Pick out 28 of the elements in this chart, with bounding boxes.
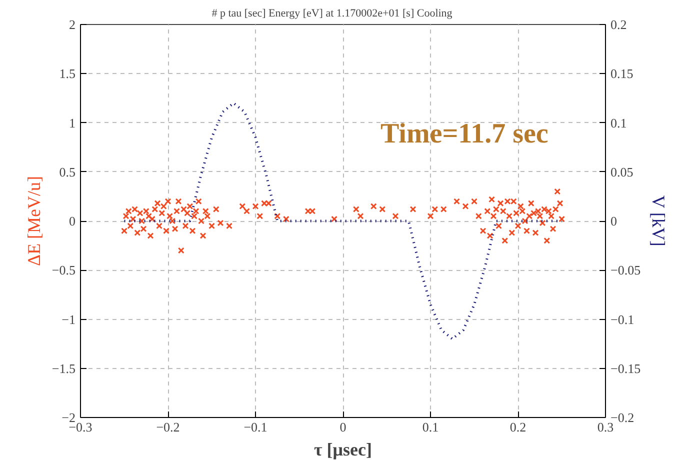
y-tick-label: −1.5 <box>52 360 76 376</box>
y2-tick-label: −0.15 <box>610 360 641 376</box>
line-series <box>123 102 563 340</box>
y-axis-title: ΔE [MeV/u] <box>24 176 44 266</box>
y2-tick-label: 0 <box>610 214 617 228</box>
chart-title: # p tau [sec] Energy [eV] at 1.170002e+01 [s] Cooling <box>212 8 453 20</box>
y2-tick-label: 0.1 <box>610 115 627 130</box>
y-tick-label: 1 <box>69 115 76 130</box>
y-tick-label: 0 <box>69 214 76 228</box>
x-tick-label: 0.1 <box>422 420 439 434</box>
x-tick-label: 0 <box>340 420 346 434</box>
y-tick-label: −0.5 <box>52 262 76 278</box>
y2-tick-label: 0.15 <box>610 66 634 82</box>
y2-tick-label: 0.05 <box>610 164 634 180</box>
y2-tick-label: −0.05 <box>610 262 641 278</box>
x-tick-label: −0.1 <box>244 420 268 434</box>
y2-axis-title: V [kV] <box>648 195 669 246</box>
y-tick-label: −1 <box>62 312 76 327</box>
y-tick-label: −2 <box>62 410 76 425</box>
x-tick-label: 0.2 <box>510 420 526 434</box>
x-tick-label: −0.2 <box>156 420 180 434</box>
x-axis-title: τ [μsec] <box>314 440 372 460</box>
y-tick-label: 1.5 <box>59 66 76 82</box>
y-tick-label: 2 <box>69 17 76 32</box>
y2-tick-label: 0.2 <box>610 17 627 32</box>
y-tick-label: 0.5 <box>59 164 76 180</box>
annotation: Time=11.7 sec <box>380 118 548 150</box>
y2-tick-label: −0.1 <box>610 312 634 327</box>
